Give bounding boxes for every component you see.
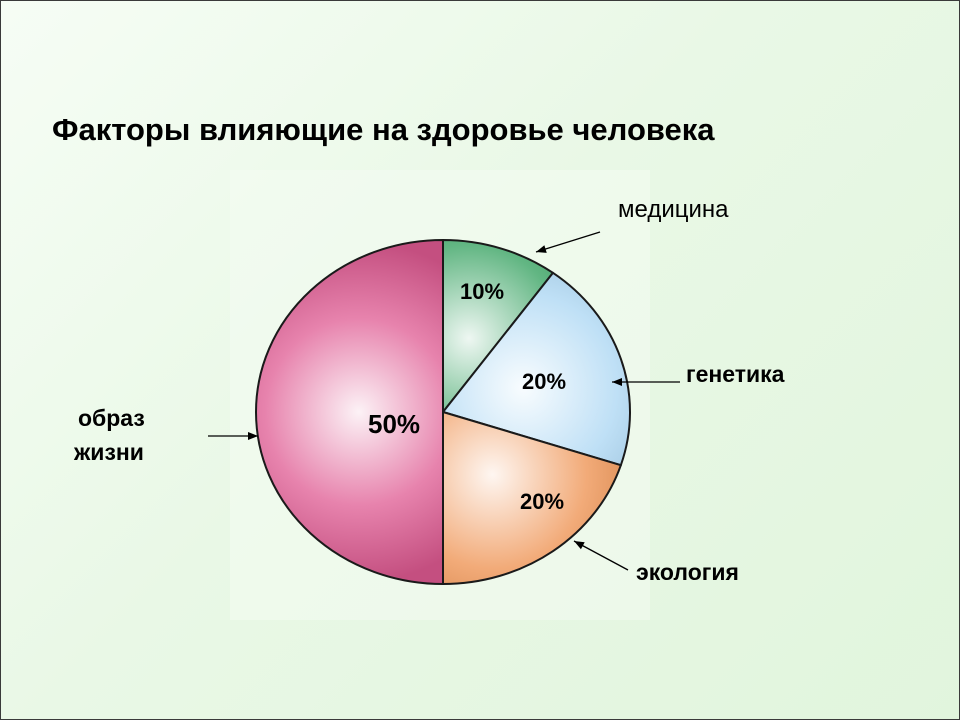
data-label-genetics: 20%: [522, 369, 567, 394]
pie-slice-lifestyle: [255, 239, 444, 585]
arrow-lifestyle-head: [248, 432, 258, 440]
arrow-ecology-line: [573, 540, 629, 571]
category-label-lifestyle-line1: образ: [78, 405, 145, 431]
data-label-medicine: 10%: [460, 279, 505, 304]
pie-slice-ecology: [442, 411, 622, 585]
arrow-medicine-line: [535, 231, 601, 253]
category-label-ecology: экология: [636, 559, 739, 585]
category-label-medicine: медицина: [618, 196, 729, 223]
data-label-lifestyle: 50%: [368, 409, 421, 439]
arrow-genetics-head: [612, 378, 622, 386]
pie-slice-medicine: [442, 239, 554, 413]
arrow-ecology-head: [574, 541, 585, 550]
chart-title: Факторы влияющие на здоровье человека: [52, 112, 715, 147]
pie-slice-genetics: [442, 271, 631, 467]
category-label-lifestyle-line2: жизни: [74, 439, 144, 465]
data-label-ecology: 20%: [520, 489, 565, 514]
arrow-medicine-head: [536, 245, 547, 253]
category-label-genetics: генетика: [686, 361, 785, 387]
